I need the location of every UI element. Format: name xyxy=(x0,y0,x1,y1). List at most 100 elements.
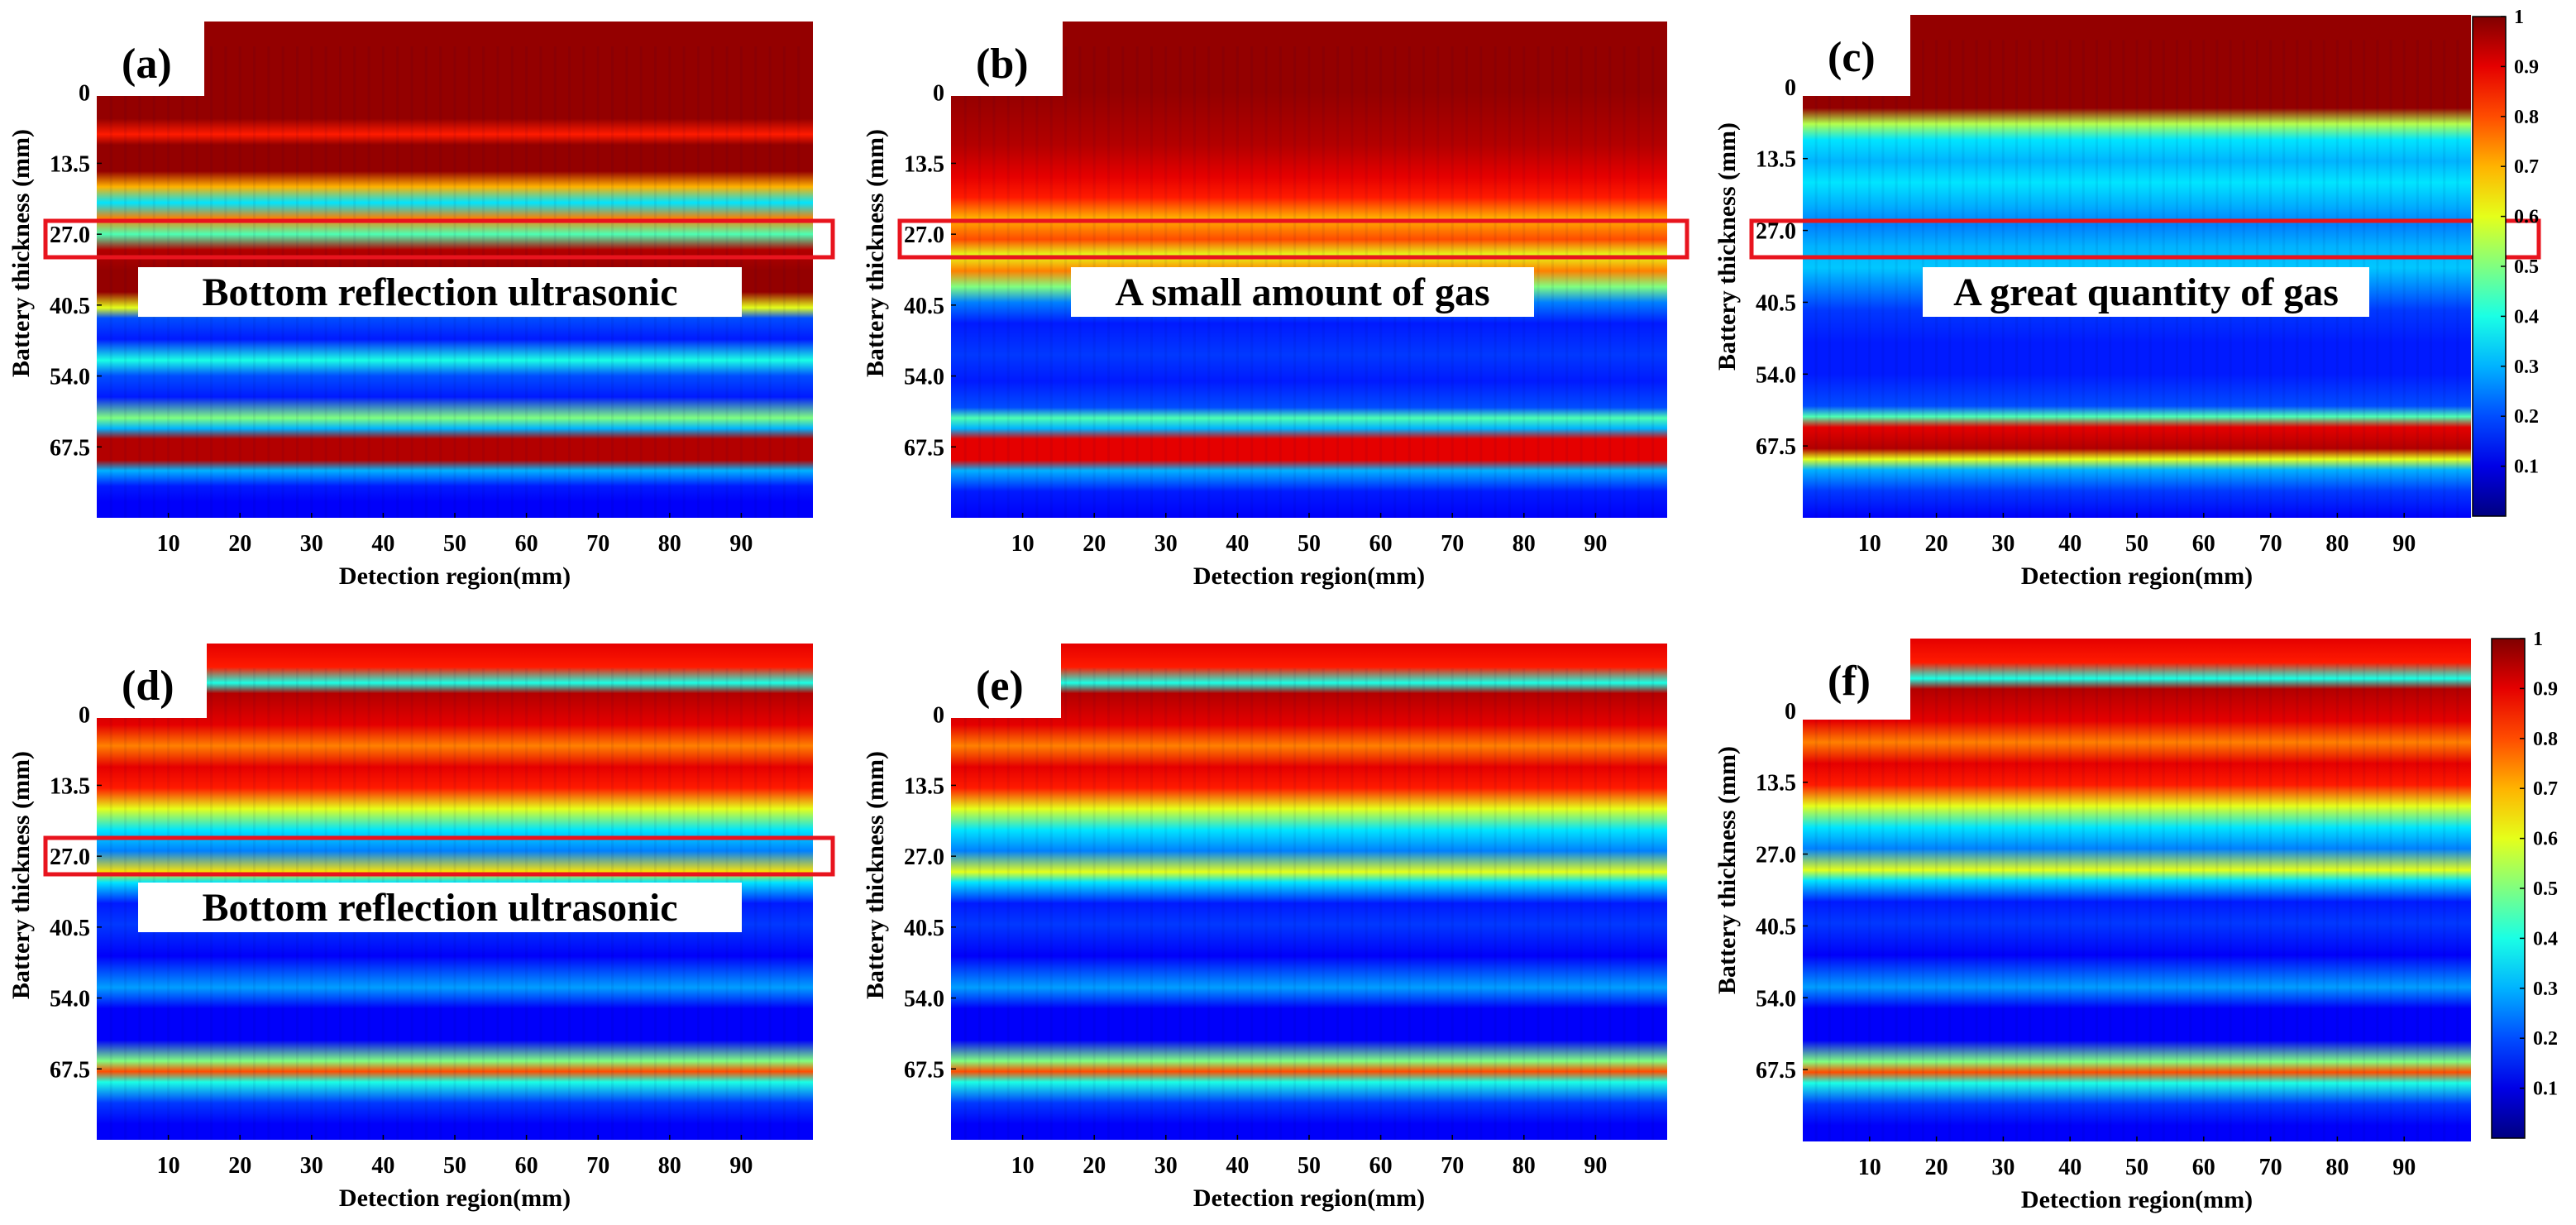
annotation-box xyxy=(1071,267,1534,317)
x-axis-label: Detection region(mm) xyxy=(2021,1186,2253,1213)
colorbar-tick-label: 0.8 xyxy=(2514,107,2539,128)
x-tick-label: 90 xyxy=(2392,531,2416,557)
y-axis-label: Battery thickness (mm) xyxy=(7,751,35,999)
y-tick-label: 67.5 xyxy=(50,1057,90,1083)
y-tick-label: 0 xyxy=(933,81,944,107)
y-tick-label: 0 xyxy=(1785,699,1796,725)
highlight-band xyxy=(43,218,835,260)
x-tick-label: 50 xyxy=(2125,531,2148,557)
x-tick-label: 80 xyxy=(658,531,681,557)
x-tick-label: 40 xyxy=(2058,1155,2081,1180)
annotation-box xyxy=(138,267,742,317)
colorbar-tick-label: 0.2 xyxy=(2514,406,2539,428)
colorbar-scale xyxy=(2491,638,2526,1139)
x-tick-label: 80 xyxy=(658,1153,681,1179)
panel-tag-box xyxy=(97,644,207,718)
x-tick-label: 80 xyxy=(1513,531,1536,557)
colorbar-1: 0.1 0.2 0.3 0.4 0.5 0.6 0.7 0.8 0.9 1 xyxy=(2472,7,2539,517)
x-tick-label: 20 xyxy=(1082,531,1106,557)
y-tick-label: 13.5 xyxy=(50,773,90,799)
x-tick-label: 80 xyxy=(2325,1155,2349,1180)
panel-f: 0 13.5 27.0 40.5 54.0 67.5 10 20 30 40 50 60 70 80 90 D… xyxy=(1713,639,2471,1213)
x-tick-label: 60 xyxy=(2192,1155,2215,1180)
x-tick-label: 90 xyxy=(729,531,753,557)
panel-a: 0 13.5 27.0 40.5 54.0 67.5 10 20 30 40 50 60 70 80 90 D… xyxy=(7,22,835,590)
y-tick-label: 27.0 xyxy=(1756,843,1796,869)
x-tick-label: 10 xyxy=(1858,531,1881,557)
x-axis-label: Detection region(mm) xyxy=(1193,562,1425,590)
x-tick-label: 50 xyxy=(1298,531,1321,557)
panel-tag-box xyxy=(1803,639,1910,720)
x-tick-label: 20 xyxy=(228,531,251,557)
x-tick-label: 30 xyxy=(1991,531,2014,557)
panel-c: 0 13.5 27.0 40.5 54.0 67.5 10 20 30 40 50 60 70 80 90 D… xyxy=(1713,15,2541,590)
y-tick-label: 54.0 xyxy=(904,365,944,390)
panel-tag-box xyxy=(97,22,204,96)
x-tick-label: 30 xyxy=(1154,531,1178,557)
x-tick-label: 30 xyxy=(1154,1153,1178,1179)
colorbar-tick-label: 0.1 xyxy=(2514,457,2539,478)
heatmap-e xyxy=(951,644,1667,1140)
panel-tag-box xyxy=(951,644,1061,718)
x-tick-label: 90 xyxy=(729,1153,753,1179)
x-axis-label: Detection region(mm) xyxy=(339,1184,571,1212)
colorbar-tick-label: 0.9 xyxy=(2514,56,2539,78)
annotation-box xyxy=(138,883,742,932)
x-tick-label: 20 xyxy=(228,1153,251,1179)
colorbar-tick-label: 0.1 xyxy=(2533,1079,2558,1100)
y-axis-label: Battery thickness (mm) xyxy=(7,129,35,377)
panel-tag: (b) xyxy=(976,41,1029,88)
y-tick-label: 0 xyxy=(1785,75,1796,101)
annotation-box xyxy=(1923,267,2369,317)
x-tick-label: 30 xyxy=(1991,1155,2014,1180)
y-tick-label: 27.0 xyxy=(50,223,90,248)
panel-tag-box xyxy=(1803,15,1910,96)
x-tick-label: 80 xyxy=(1513,1153,1536,1179)
x-tick-label: 40 xyxy=(1226,531,1249,557)
annotation-label: Bottom reflection ultrasonic xyxy=(203,886,678,930)
y-tick-label: 40.5 xyxy=(904,294,944,319)
colorbar-tick-label: 1 xyxy=(2514,7,2524,28)
x-tick-label: 30 xyxy=(300,531,323,557)
heatmap-c xyxy=(1803,15,2471,518)
colorbar-tick-label: 0.7 xyxy=(2514,156,2539,178)
highlight-band xyxy=(1749,218,2541,260)
x-tick-label: 10 xyxy=(1011,531,1035,557)
y-tick-label: 40.5 xyxy=(1756,290,1796,316)
y-tick-label: 0 xyxy=(79,703,90,729)
y-tick-label: 13.5 xyxy=(1756,771,1796,797)
x-tick-label: 80 xyxy=(2325,531,2349,557)
x-tick-label: 60 xyxy=(515,531,538,557)
x-tick-label: 70 xyxy=(2259,1155,2282,1180)
y-tick-label: 40.5 xyxy=(50,294,90,319)
x-tick-label: 90 xyxy=(1584,1153,1607,1179)
x-tick-label: 70 xyxy=(1441,531,1464,557)
y-tick-label: 40.5 xyxy=(904,916,944,941)
x-tick-label: 70 xyxy=(586,1153,609,1179)
y-tick-label: 27.0 xyxy=(904,223,944,248)
y-axis-label: Battery thickness (mm) xyxy=(1713,122,1741,371)
x-tick-label: 50 xyxy=(2125,1155,2148,1180)
panel-d: 0 13.5 27.0 40.5 54.0 67.5 10 20 30 40 50 60 70 80 90 D… xyxy=(7,644,835,1212)
colorbar-tick-label: 0.6 xyxy=(2533,829,2558,850)
annotation-label: Bottom reflection ultrasonic xyxy=(203,270,678,314)
x-tick-label: 40 xyxy=(2058,531,2081,557)
x-axis-label: Detection region(mm) xyxy=(1193,1184,1425,1212)
x-tick-label: 60 xyxy=(2192,531,2215,557)
colorbar-tick-label: 0.2 xyxy=(2533,1028,2558,1050)
panel-tag: (f) xyxy=(1828,658,1871,705)
x-tick-label: 70 xyxy=(586,531,609,557)
x-tick-label: 40 xyxy=(371,531,394,557)
x-tick-label: 20 xyxy=(1082,1153,1106,1179)
panel-tag: (a) xyxy=(122,41,172,88)
x-tick-label: 90 xyxy=(1584,531,1607,557)
colorbar-tick-label: 0.7 xyxy=(2533,778,2558,800)
colorbar-tick-label: 0.9 xyxy=(2533,678,2558,700)
x-tick-label: 50 xyxy=(443,1153,466,1179)
y-tick-label: 13.5 xyxy=(904,773,944,799)
y-axis-label: Battery thickness (mm) xyxy=(862,751,889,999)
y-tick-label: 13.5 xyxy=(50,151,90,177)
y-tick-label: 27.0 xyxy=(904,845,944,870)
x-tick-label: 60 xyxy=(515,1153,538,1179)
